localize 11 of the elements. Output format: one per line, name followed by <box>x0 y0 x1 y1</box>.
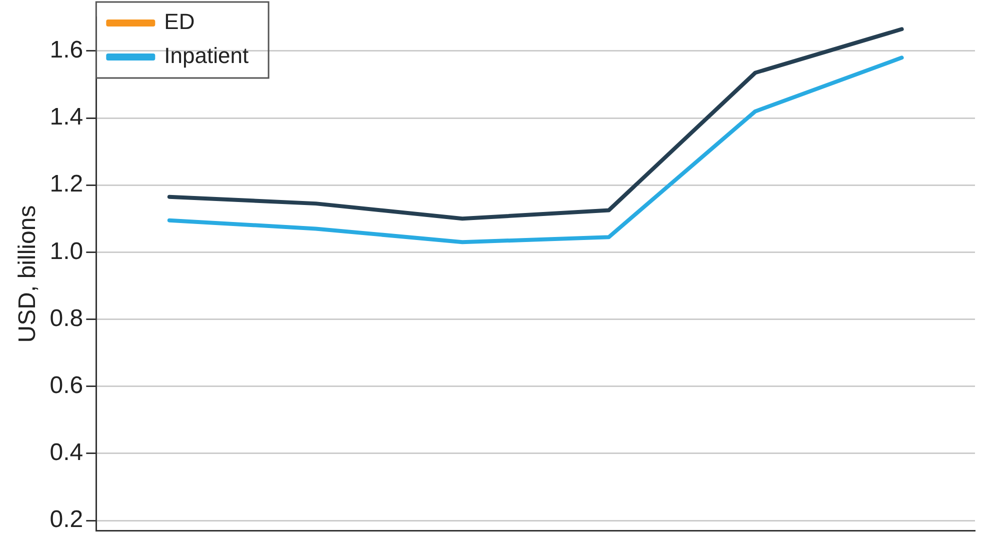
legend-label: ED <box>164 9 195 34</box>
y-tick-label: 1.0 <box>50 238 84 265</box>
y-tick-label: 0.2 <box>50 506 84 534</box>
y-tick-label: 1.2 <box>50 170 84 198</box>
legend-label: Inpatient <box>164 43 249 68</box>
y-tick-label: 1.4 <box>50 104 84 131</box>
y-tick-label: 0.8 <box>50 304 84 332</box>
y-tick-label: 0.6 <box>50 372 84 399</box>
y-tick-label: 1.6 <box>50 36 84 64</box>
y-tick-label: 0.4 <box>50 439 84 466</box>
y-axis-title: USD, billions <box>14 205 42 343</box>
